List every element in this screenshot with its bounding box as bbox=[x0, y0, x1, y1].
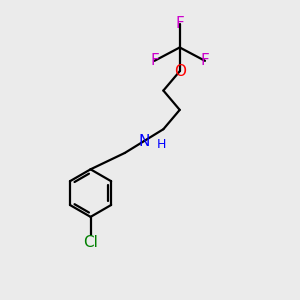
Text: Cl: Cl bbox=[83, 235, 98, 250]
Text: H: H bbox=[157, 138, 167, 151]
Text: F: F bbox=[150, 53, 159, 68]
Text: F: F bbox=[201, 53, 209, 68]
Text: N: N bbox=[138, 134, 150, 148]
Text: O: O bbox=[174, 64, 186, 79]
Text: F: F bbox=[175, 16, 184, 31]
